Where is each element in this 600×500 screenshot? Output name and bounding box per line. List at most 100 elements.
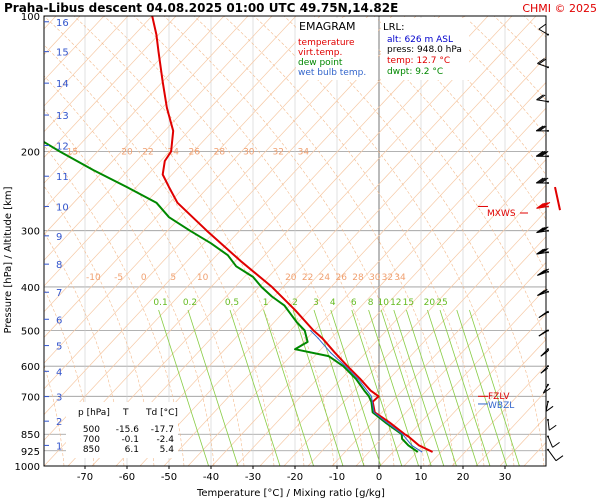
y-axis-title: Pressure [hPa] / Altitude [km] (3, 186, 14, 333)
wind-barb-origin (547, 365, 549, 368)
series-point (355, 378, 357, 380)
mixing-ratio-line (263, 309, 314, 466)
series-point (271, 295, 273, 298)
table-cell: 700 (83, 435, 100, 445)
series-point (373, 411, 375, 413)
table-header-temp: T (122, 408, 129, 418)
table-header-pressure: p [hPa] (78, 408, 110, 418)
wind-barb-flag (539, 329, 548, 336)
adiabat-label: 30 (243, 147, 255, 157)
wind-barb-flag (539, 177, 547, 184)
wind-barb (545, 401, 549, 412)
wind-barb-origin (547, 348, 549, 351)
series-point (157, 51, 160, 53)
temperature-tick-label: 0 (376, 472, 382, 483)
series-point (370, 395, 373, 397)
wind-barb-origin (547, 329, 549, 332)
temperature-tick-label: -20 (287, 472, 303, 483)
table-header-dewpoint: Td [°C] (145, 408, 178, 418)
wind-barb-origin (547, 270, 549, 273)
dry-adiabat-line (451, 364, 546, 466)
mixing-ratio-label: 12 (390, 298, 401, 308)
altitude-tick-label: 2 (56, 417, 62, 428)
series-point (401, 438, 403, 440)
altitude-tick-label: 11 (56, 172, 69, 183)
series-point (404, 433, 406, 435)
series-point (271, 286, 273, 288)
adiabat-label: 30 (369, 273, 381, 283)
pressure-tick-label: 925 (21, 447, 40, 458)
adiabat-label: 32 (382, 273, 393, 283)
wind-barb-origin (547, 418, 549, 421)
mixing-ratio-label: 10 (377, 298, 389, 308)
series-point (176, 202, 178, 204)
chart-title: Praha-Libus descent 04.08.2025 01:00 UTC… (4, 1, 398, 15)
wind-barb-flag (540, 150, 549, 157)
series-point (164, 160, 166, 162)
altitude-tick-label: 4 (56, 367, 62, 378)
series-point (377, 395, 380, 397)
dry-adiabat-line (44, 16, 465, 466)
legend-item-dew-point: dew point (298, 58, 343, 68)
series-point (260, 286, 262, 288)
wind-barb-flag (545, 405, 554, 412)
wind-barb-origin (547, 129, 549, 132)
temperature-tick-label: 30 (499, 472, 512, 483)
dry-adiabat-line (44, 16, 297, 287)
dry-adiabat-line (115, 16, 537, 466)
series-point (162, 173, 164, 176)
wind-barb-origin (547, 448, 549, 451)
dry-adiabat-line (331, 236, 546, 466)
wind-barb-flag (541, 247, 549, 254)
mixing-ratio-layer: 15 20 22 24 26 28 30 32 34-10 -5 0 5 10 20 22 24 26 28 30 3… (44, 16, 546, 466)
legend-item-wet-bulb: wet bulb temp. (298, 68, 366, 78)
series-point (321, 337, 323, 339)
adiabat-label: 34 (394, 273, 406, 283)
altitude-tick-label: 9 (56, 232, 62, 243)
series-point (283, 304, 286, 307)
pressure-tick-label: 500 (21, 327, 40, 338)
series-point (388, 421, 391, 423)
series-point (431, 451, 433, 453)
adiabat-label: 5 (170, 273, 176, 283)
adiabat-label: 26 (188, 147, 200, 157)
series-point (357, 378, 359, 380)
pressure-tick-label: 100 (21, 12, 40, 23)
wind-barb-origin (547, 400, 549, 403)
x-axis-title: Temperature [°C] / Mixing ratio [g/kg] (196, 488, 385, 499)
wind-barb-origin (547, 205, 549, 208)
altitude-tick-label: 3 (56, 393, 62, 404)
mixing-ratio-label: 0.2 (183, 298, 197, 308)
mixing-ratio-label: 4 (330, 298, 336, 308)
adiabat-label: 0 (141, 273, 147, 283)
wind-barb-origin (547, 383, 549, 386)
altitude-tick-label: 15 (56, 48, 69, 59)
wind-barb-flag (539, 150, 547, 157)
lrl-altitude: alt: 626 m ASL (387, 35, 453, 45)
mixing-ratio-label: 20 (424, 298, 436, 308)
dry-adiabat-line (91, 16, 513, 466)
series-point (328, 355, 330, 357)
legend-title: EMAGRAM (299, 20, 356, 33)
mixing-ratio-line (427, 309, 478, 466)
adiabat-label: -5 (114, 273, 123, 283)
pressure-tick-label: 600 (21, 362, 40, 373)
altitude-tick-label: 10 (56, 202, 69, 213)
dry-adiabat-line (44, 16, 153, 133)
wind-barb (538, 28, 549, 36)
x-axis-title-temp: Temperature [°C] / Mixing ratio [g/kg] (196, 488, 385, 499)
mxws-marker-label: MXWS (487, 209, 516, 219)
mixing-ratio-line (351, 309, 403, 466)
table-cell: -0.1 (121, 435, 139, 445)
mixing-ratio-line (292, 309, 344, 466)
table-cell: 5.4 (160, 445, 175, 455)
wind-barb-flag (539, 248, 548, 255)
altitude-tick-label: 6 (56, 315, 62, 326)
series-point (294, 348, 296, 350)
wind-barb-flag (541, 268, 550, 275)
series-point (421, 451, 423, 453)
wind-barb-flag (537, 58, 545, 64)
series-point (126, 186, 128, 188)
